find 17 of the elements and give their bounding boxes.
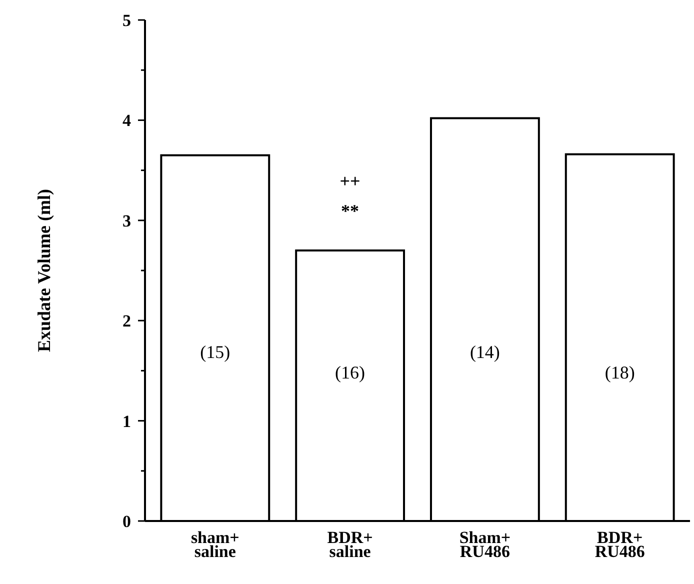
y-tick-label: 5 (122, 10, 131, 30)
x-tick-label: sham+ saline (190, 528, 240, 561)
annotation: ** (341, 200, 360, 221)
y-tick-label: 2 (122, 312, 131, 331)
y-tick-label: 3 (122, 211, 131, 230)
y-tick-label: 1 (122, 412, 131, 431)
y-axis-title: Exudate Volume (ml) (34, 188, 54, 352)
annotation: ++ (340, 170, 360, 191)
y-tick-label: 4 (122, 111, 132, 130)
y-tick-label: 0 (122, 512, 131, 531)
x-tick-label: Sham+ RU486 (459, 528, 511, 561)
annotation: (15) (200, 342, 230, 362)
x-tick-label: BDR+ saline (327, 528, 373, 561)
x-tick-label: BDR+ RU486 (594, 528, 645, 561)
annotation: (14) (470, 342, 500, 362)
annotation: (16) (335, 362, 366, 382)
annotation: (18) (604, 362, 635, 382)
